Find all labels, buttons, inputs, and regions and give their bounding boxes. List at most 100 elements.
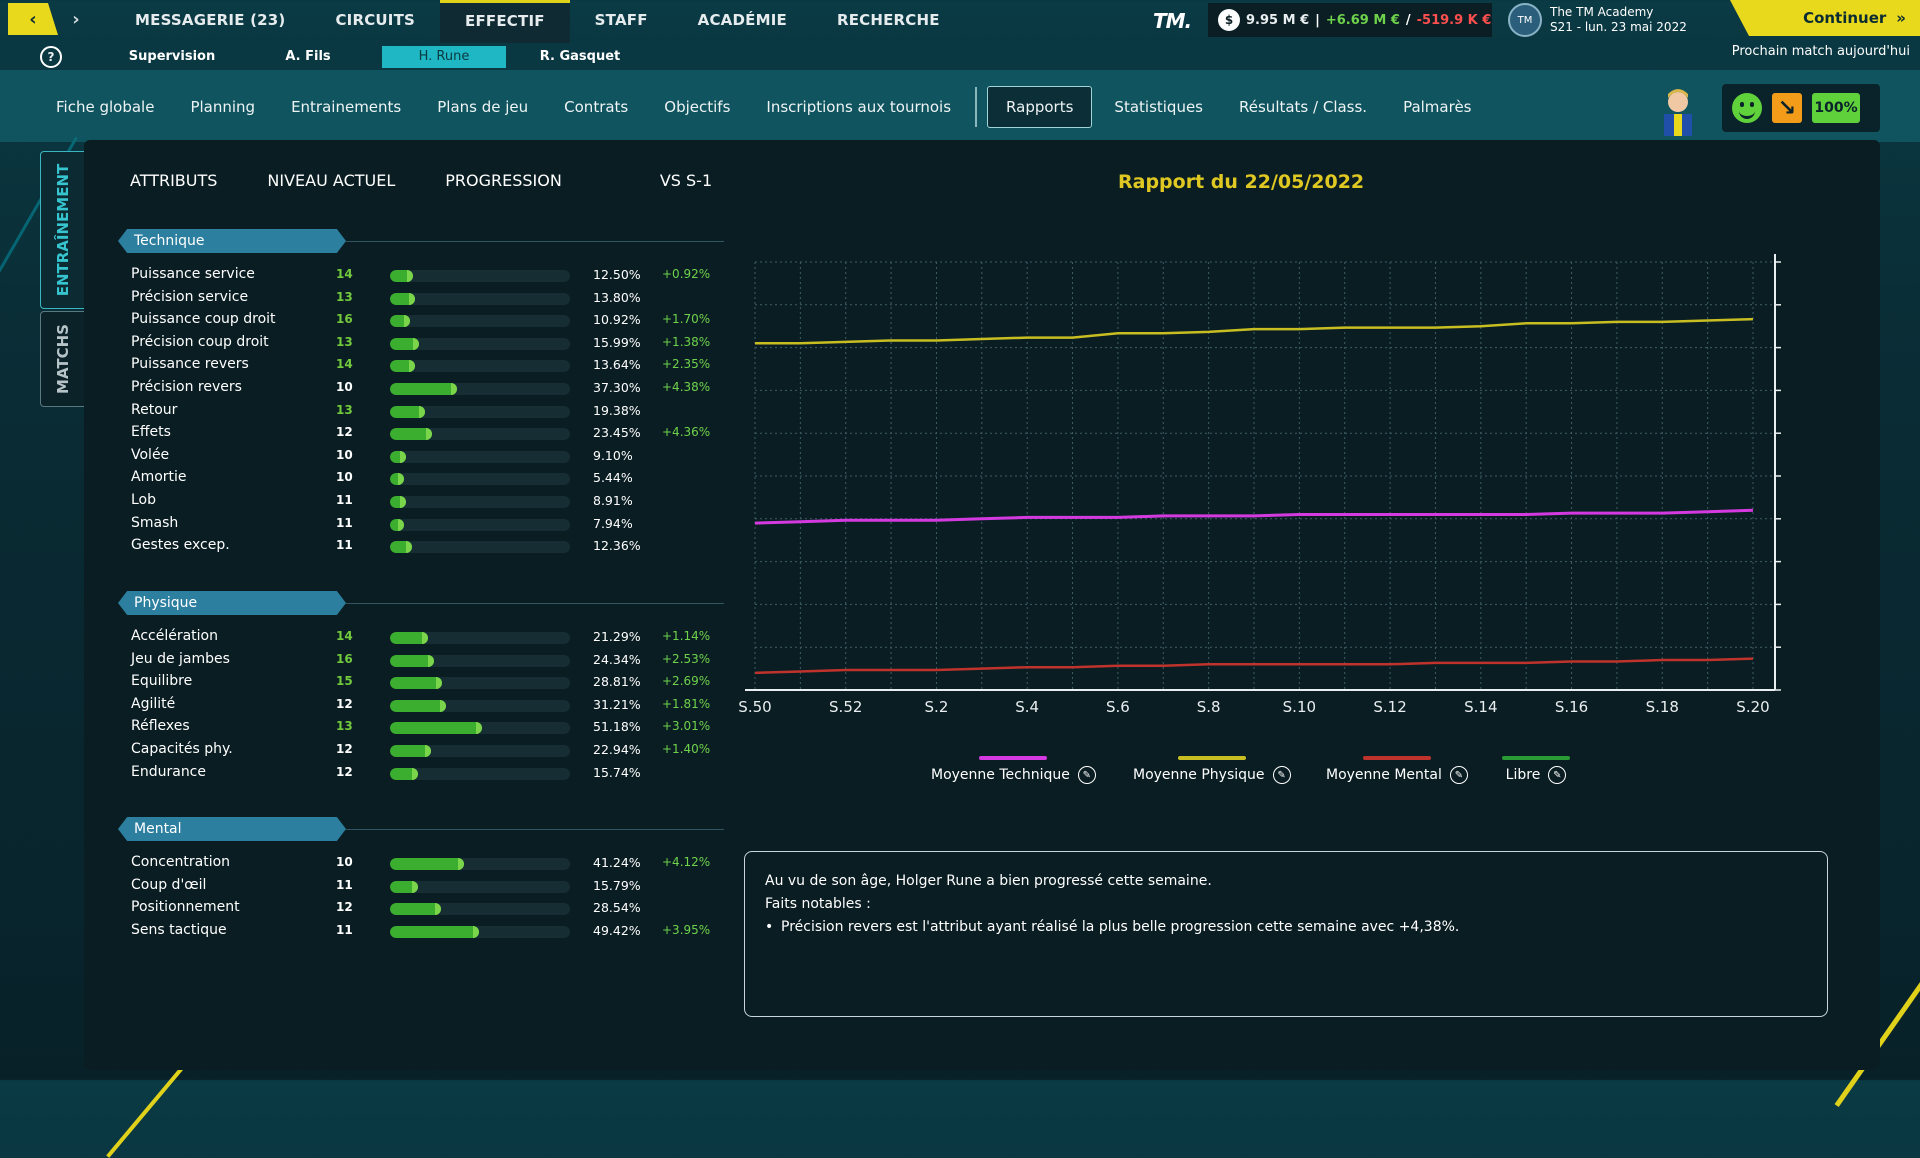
progress-fill xyxy=(390,745,432,757)
attribute-row[interactable]: Lob 11 8.91% xyxy=(131,492,731,512)
player-tab-1[interactable]: A. Fils xyxy=(285,49,331,64)
main-tab-1[interactable]: CIRCUITS xyxy=(335,11,416,29)
progress-bar xyxy=(390,428,570,441)
col-progress[interactable]: PROGRESSION xyxy=(445,171,562,190)
attribute-row[interactable]: Puissance service 14 12.50% +0.92% xyxy=(131,266,731,286)
chart-title: Rapport du 22/05/2022 xyxy=(1118,171,1365,193)
section-tab-8[interactable]: Statistiques xyxy=(1114,98,1204,116)
attribute-row[interactable]: Amortie 10 5.44% xyxy=(131,469,731,489)
attribute-percent: 10.92% xyxy=(593,312,641,328)
attribute-row[interactable]: Volée 10 9.10% xyxy=(131,447,731,467)
attribute-level: 13 xyxy=(336,334,353,349)
player-tab-2[interactable]: H. Rune xyxy=(382,46,506,68)
section-tab-7[interactable]: Rapports xyxy=(987,86,1093,128)
attribute-level: 16 xyxy=(336,651,353,666)
continue-button[interactable]: Continuer » xyxy=(1730,0,1920,36)
income-value: +6.69 M € xyxy=(1325,12,1400,28)
main-tab-5[interactable]: RECHERCHE xyxy=(836,11,940,29)
main-tab-2[interactable]: EFFECTIF xyxy=(440,0,570,43)
legend-item[interactable]: Moyenne Mental ✎ xyxy=(1326,756,1468,784)
group-header: Mental xyxy=(118,817,346,841)
section-tab-5[interactable]: Objectifs xyxy=(664,98,731,116)
section-tab-1[interactable]: Planning xyxy=(190,98,256,116)
col-level[interactable]: NIVEAU ACTUEL xyxy=(267,171,396,190)
legend-swatch xyxy=(1362,756,1431,760)
attribute-row[interactable]: Précision service 13 13.80% xyxy=(131,289,731,309)
group-divider xyxy=(346,829,724,830)
attribute-row[interactable]: Retour 13 19.38% xyxy=(131,402,731,422)
attribute-name: Positionnement xyxy=(131,899,240,916)
attribute-name: Capacités phy. xyxy=(131,741,233,757)
attribute-row[interactable]: Effets 12 23.45% +4.36% xyxy=(131,424,731,444)
section-tab-6[interactable]: Inscriptions aux tournois xyxy=(766,98,952,116)
pencil-icon[interactable]: ✎ xyxy=(1077,766,1096,784)
attribute-name: Puissance coup droit xyxy=(131,311,276,328)
attribute-row[interactable]: Précision revers 10 37.30% +4.38% xyxy=(131,379,731,399)
legend-item[interactable]: Moyenne Technique ✎ xyxy=(931,756,1096,784)
attribute-row[interactable]: Réflexes 13 51.18% +3.01% xyxy=(131,718,731,738)
attribute-percent: 15.79% xyxy=(593,877,641,893)
progress-bar xyxy=(390,903,570,916)
progress-fill xyxy=(390,405,425,418)
attribute-delta: +3.95% xyxy=(662,922,711,937)
attribute-row[interactable]: Coup d'œil 11 15.79% xyxy=(131,877,731,897)
pencil-icon[interactable]: ✎ xyxy=(1272,766,1291,784)
series-line-0 xyxy=(754,508,1754,525)
back-arrow-icon[interactable]: ‹ xyxy=(8,3,58,35)
section-tab-3[interactable]: Plans de jeu xyxy=(437,98,529,116)
attribute-row[interactable]: Sens tactique 11 49.42% +3.95% xyxy=(131,922,731,942)
section-tab-9[interactable]: Résultats / Class. xyxy=(1239,98,1368,116)
attribute-level: 12 xyxy=(336,425,353,440)
attribute-level: 12 xyxy=(336,764,353,779)
player-tab-0[interactable]: Supervision xyxy=(128,49,216,64)
col-vs-previous[interactable]: VS S-1 xyxy=(659,171,713,190)
attribute-row[interactable]: Agilité 12 31.21% +1.81% xyxy=(131,696,731,716)
attribute-row[interactable]: Précision coup droit 13 15.99% +1.38% xyxy=(131,334,731,354)
tab-training[interactable]: ENTRAÎNEMENT xyxy=(40,151,86,309)
attribute-percent: 23.45% xyxy=(593,425,641,441)
tab-matches[interactable]: MATCHS xyxy=(40,311,86,407)
attribute-level: 13 xyxy=(336,402,353,417)
attribute-level: 14 xyxy=(336,629,353,643)
section-tab-2[interactable]: Entrainements xyxy=(291,98,402,116)
x-tick-label: S.18 xyxy=(1646,698,1679,716)
help-icon[interactable]: ? xyxy=(40,46,62,68)
progress-bar xyxy=(390,383,570,395)
main-tab-0[interactable]: MESSAGERIE (23) xyxy=(135,11,286,29)
progress-fill xyxy=(390,858,465,870)
section-tab-4[interactable]: Contrats xyxy=(564,98,629,116)
pencil-icon[interactable]: ✎ xyxy=(1548,766,1567,784)
attribute-delta: +1.70% xyxy=(662,312,711,327)
attribute-row[interactable]: Smash 11 7.94% xyxy=(131,515,731,535)
main-tab-3[interactable]: STAFF xyxy=(594,11,648,29)
forward-arrow-icon[interactable]: › xyxy=(72,8,80,30)
attribute-row[interactable]: Accélération 14 21.29% +1.14% xyxy=(131,628,731,648)
attribute-row[interactable]: Gestes excep. 11 12.36% xyxy=(131,537,731,557)
legend-swatch xyxy=(979,756,1048,760)
legend-item[interactable]: Moyenne Physique ✎ xyxy=(1133,756,1291,784)
attribute-percent: 22.94% xyxy=(593,742,641,757)
attribute-level: 10 xyxy=(336,855,353,869)
section-tab-10[interactable]: Palmarès xyxy=(1403,98,1472,116)
attribute-row[interactable]: Puissance revers 14 13.64% +2.35% xyxy=(131,356,731,376)
attribute-row[interactable]: Positionnement 12 28.54% xyxy=(131,899,731,919)
attribute-row[interactable]: Jeu de jambes 16 24.34% +2.53% xyxy=(131,651,731,671)
pencil-icon[interactable]: ✎ xyxy=(1449,766,1468,784)
player-tab-3[interactable]: R. Gasquet xyxy=(539,49,621,64)
academy-info[interactable]: TM The TM Academy S21 - lun. 23 mai 2022 xyxy=(1508,3,1687,37)
col-attributes[interactable]: ATTRIBUTS xyxy=(130,171,218,190)
attribute-name: Volée xyxy=(131,446,170,463)
attribute-level: 14 xyxy=(336,267,353,281)
legend-item[interactable]: Libre ✎ xyxy=(1502,756,1570,784)
attribute-row[interactable]: Equilibre 15 28.81% +2.69% xyxy=(131,673,731,693)
attribute-name: Puissance service xyxy=(131,266,255,282)
attribute-row[interactable]: Capacités phy. 12 22.94% +1.40% xyxy=(131,741,731,761)
attribute-delta: +1.38% xyxy=(662,334,711,349)
main-tab-4[interactable]: ACADÉMIE xyxy=(697,11,787,29)
attribute-delta: +0.92% xyxy=(662,267,711,281)
attribute-row[interactable]: Puissance coup droit 16 10.92% +1.70% xyxy=(131,311,731,331)
attribute-row[interactable]: Endurance 12 15.74% xyxy=(131,764,731,784)
section-tab-0[interactable]: Fiche globale xyxy=(56,98,155,116)
group-divider xyxy=(346,241,724,242)
attribute-row[interactable]: Concentration 10 41.24% +4.12% xyxy=(131,854,731,874)
